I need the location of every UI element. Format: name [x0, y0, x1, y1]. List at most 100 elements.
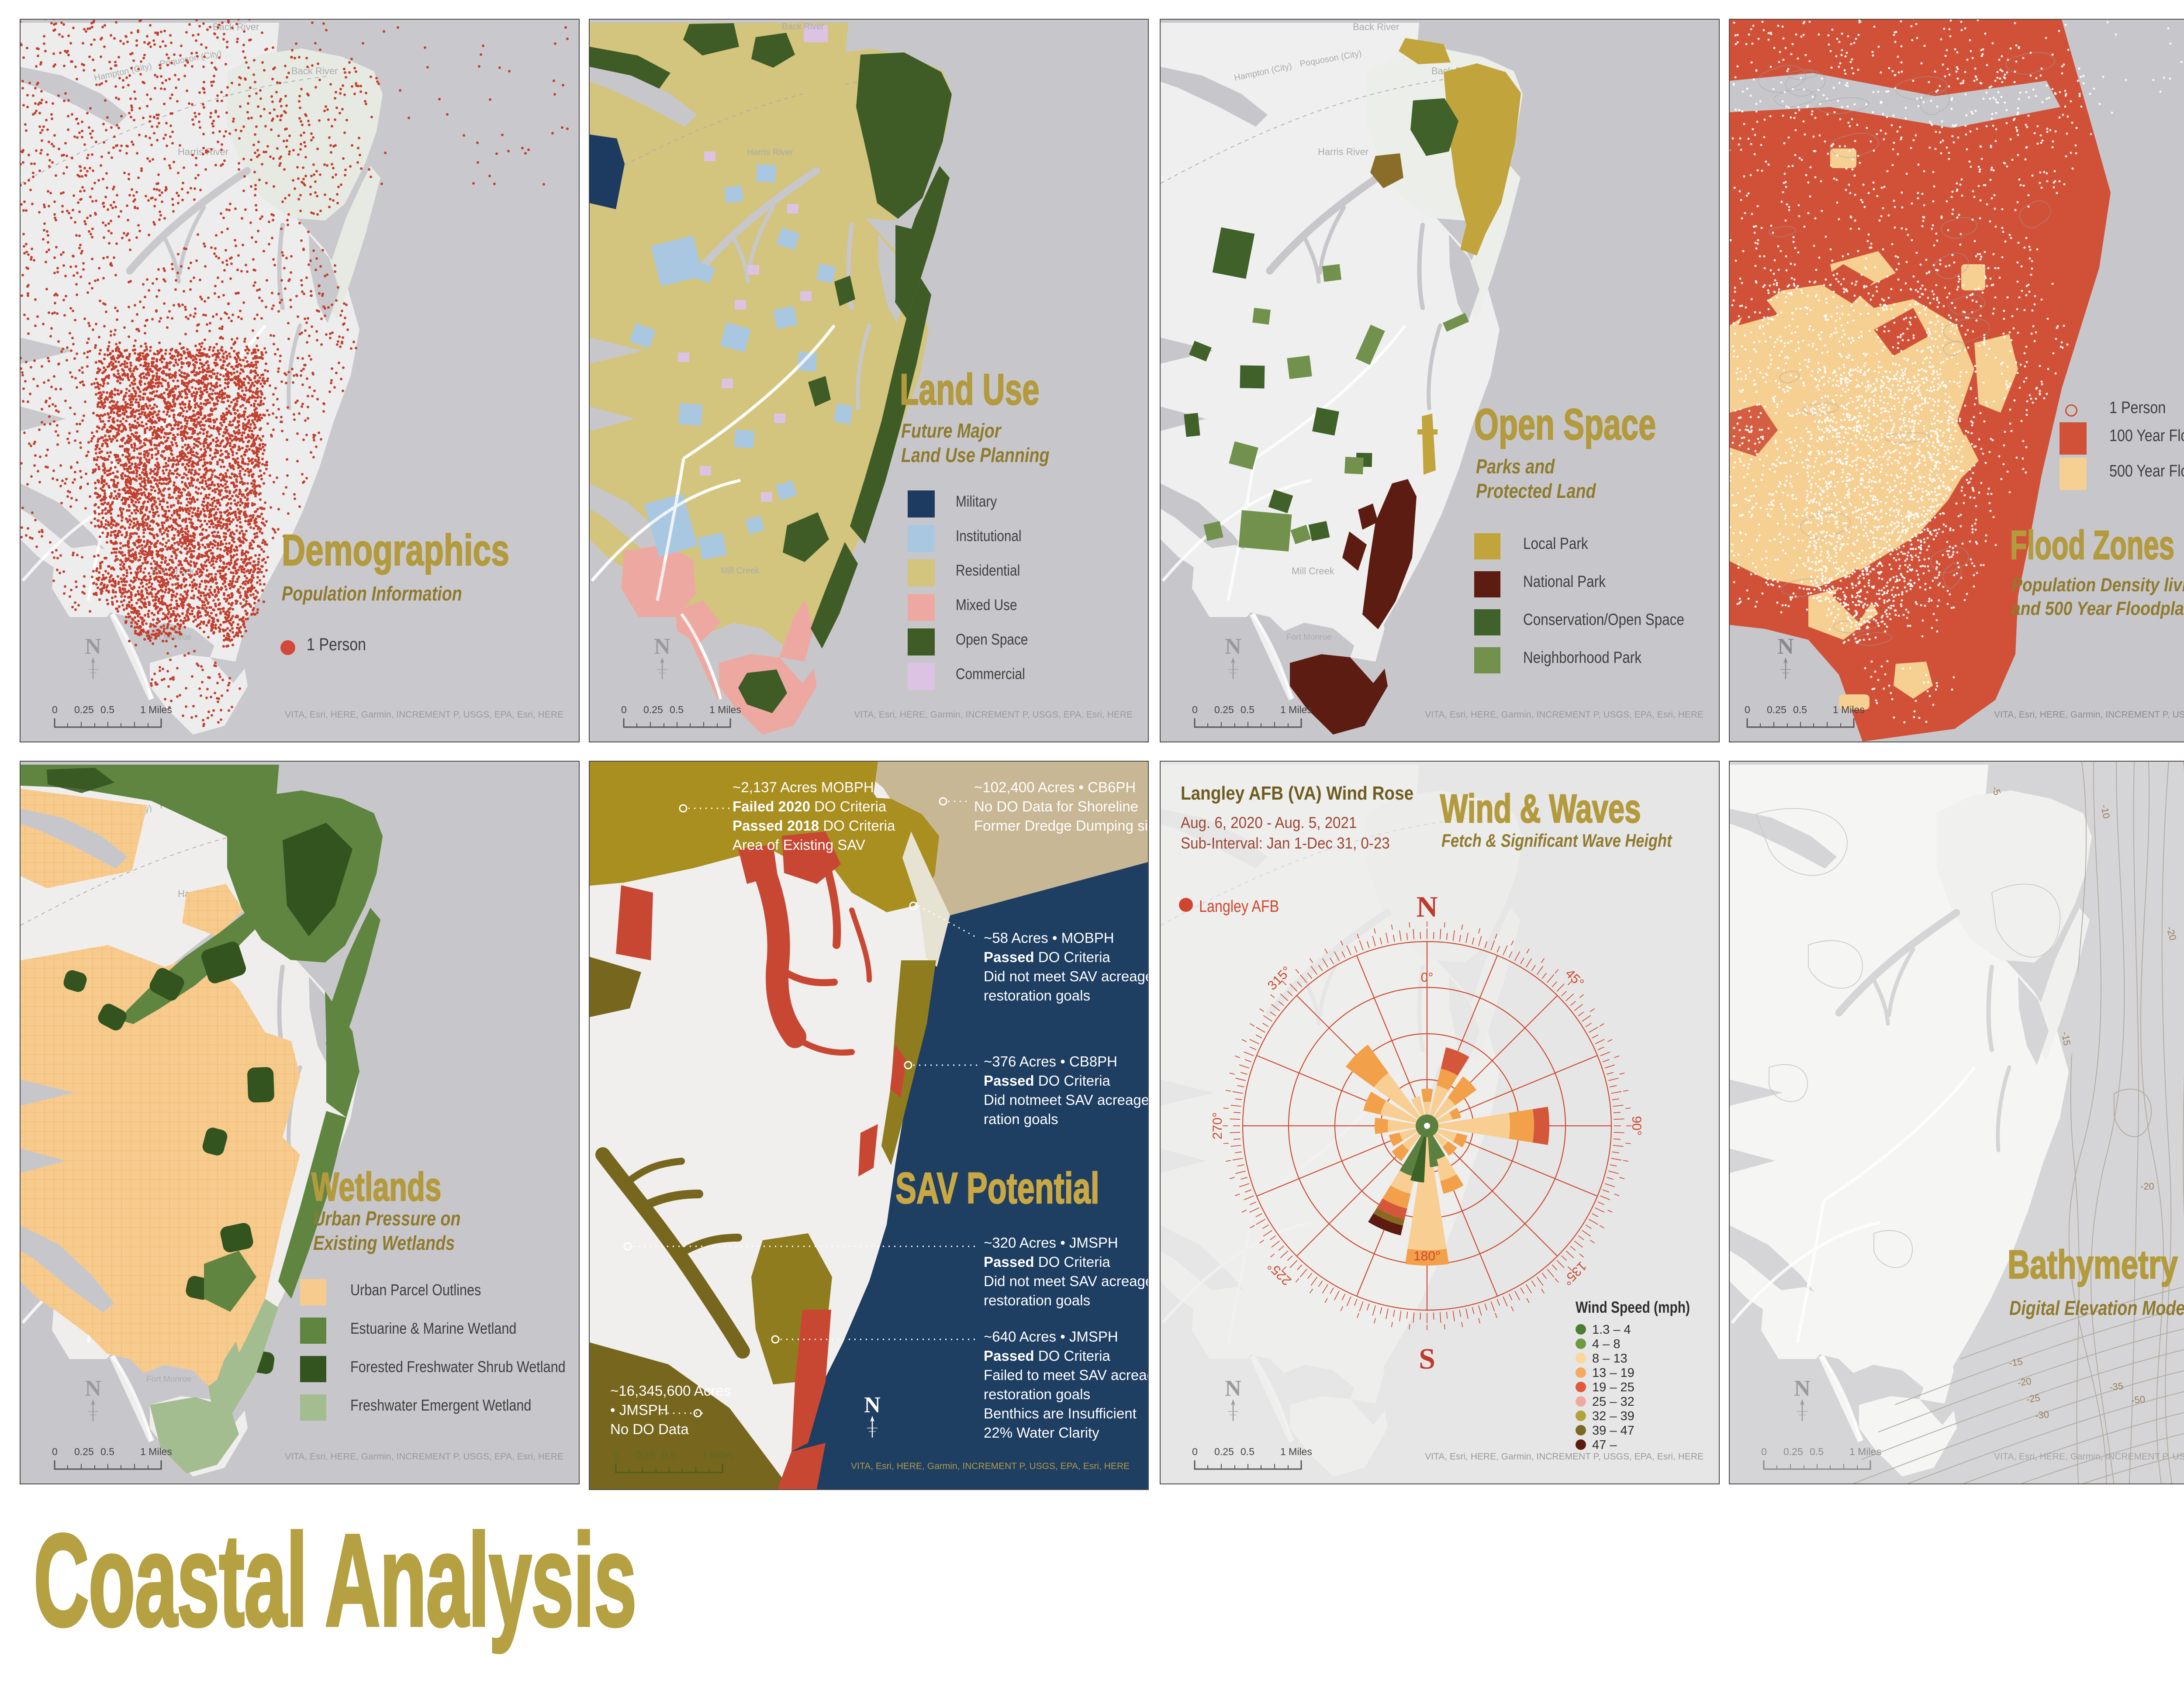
- svg-text:Passed DO Criteria: Passed DO Criteria: [984, 1073, 1110, 1089]
- svg-text:0: 0: [1745, 704, 1750, 715]
- svg-text:Back River: Back River: [1353, 21, 1399, 32]
- svg-text:0°: 0°: [1421, 970, 1434, 985]
- svg-text:19 – 25: 19 – 25: [1592, 1380, 1635, 1394]
- svg-text:S: S: [1419, 1342, 1435, 1375]
- svg-text:VITA, Esri, HERE, Garmin, INCR: VITA, Esri, HERE, Garmin, INCREMENT P, U…: [1425, 1452, 1704, 1462]
- svg-text:1 Miles: 1 Miles: [1833, 704, 1865, 715]
- svg-text:1 Miles: 1 Miles: [709, 704, 741, 715]
- svg-text:~102,400 Acres • CB6PH: ~102,400 Acres • CB6PH: [974, 779, 1136, 795]
- svg-text:N: N: [1416, 890, 1438, 923]
- svg-text:0: 0: [1761, 1446, 1767, 1457]
- svg-text:1 Miles: 1 Miles: [140, 1446, 172, 1457]
- svg-text:Area of Existing SAV: Area of Existing SAV: [733, 837, 865, 853]
- svg-text:VITA, Esri, HERE, Garmin, INCR: VITA, Esri, HERE, Garmin, INCREMENT P, U…: [851, 1461, 1130, 1471]
- svg-text:-20: -20: [2017, 1376, 2032, 1388]
- svg-text:-30: -30: [2035, 1409, 2049, 1421]
- svg-text:~320 Acres • JMSPH: ~320 Acres • JMSPH: [984, 1235, 1118, 1251]
- svg-text:39 – 47: 39 – 47: [1592, 1424, 1635, 1438]
- svg-text:0.5: 0.5: [1241, 1446, 1254, 1457]
- svg-text:Passed DO Criteria: Passed DO Criteria: [984, 949, 1110, 965]
- svg-text:~58 Acres • MOBPH: ~58 Acres • MOBPH: [984, 930, 1114, 946]
- svg-text:0: 0: [1192, 1446, 1198, 1457]
- svg-text:1 Miles: 1 Miles: [1280, 704, 1312, 715]
- svg-text:0.5: 0.5: [1793, 704, 1807, 715]
- svg-text:0.25: 0.25: [1783, 1446, 1803, 1457]
- svg-text:Wind Speed (mph): Wind Speed (mph): [1576, 1298, 1690, 1316]
- svg-text:VITA, Esri, HERE, Garmin, INCR: VITA, Esri, HERE, Garmin, INCREMENT P, U…: [1994, 710, 2184, 720]
- svg-text:0: 0: [52, 704, 58, 715]
- svg-text:0: 0: [613, 1449, 619, 1461]
- svg-text:0.5: 0.5: [670, 704, 684, 715]
- svg-text:47 –: 47 –: [1592, 1438, 1617, 1452]
- svg-text:N: N: [1225, 1376, 1241, 1401]
- svg-text:90°: 90°: [1629, 1116, 1644, 1135]
- svg-text:-35: -35: [2109, 1380, 2124, 1393]
- svg-text:VITA, Esri, HERE, Garmin, INCR: VITA, Esri, HERE, Garmin, INCREMENT P, U…: [1994, 1452, 2184, 1462]
- svg-text:Benthics are Insufficient: Benthics are Insufficient: [984, 1405, 1137, 1421]
- svg-text:0.5: 0.5: [662, 1449, 676, 1461]
- svg-text:4 – 8: 4 – 8: [1592, 1337, 1621, 1351]
- svg-text:-10: -10: [2099, 804, 2112, 820]
- svg-text:ration goals: ration goals: [984, 1111, 1058, 1127]
- svg-text:0.25: 0.25: [74, 704, 94, 715]
- svg-text:0.5: 0.5: [100, 1446, 114, 1457]
- svg-text:No DO Data for Shoreline: No DO Data for Shoreline: [974, 798, 1138, 814]
- svg-text:restoration goals: restoration goals: [984, 1292, 1090, 1308]
- svg-text:N: N: [1794, 1376, 1811, 1401]
- svg-text:Failed 2020 DO Criteria: Failed 2020 DO Criteria: [733, 798, 887, 814]
- svg-text:~640 Acres • JMSPH: ~640 Acres • JMSPH: [984, 1328, 1118, 1345]
- svg-text:1 Miles: 1 Miles: [1280, 1446, 1312, 1457]
- svg-text:~16,345,600 Acres: ~16,345,600 Acres: [610, 1383, 731, 1399]
- svg-text:0: 0: [52, 1446, 58, 1457]
- svg-text:1.3 – 4: 1.3 – 4: [1592, 1323, 1631, 1337]
- svg-text:0.25: 0.25: [74, 1446, 94, 1457]
- svg-text:Passed DO Criteria: Passed DO Criteria: [984, 1348, 1110, 1364]
- svg-text:VITA, Esri, HERE, Garmin, INCR: VITA, Esri, HERE, Garmin, INCREMENT P, U…: [285, 710, 563, 720]
- svg-text:~376 Acres • CB8PH: ~376 Acres • CB8PH: [984, 1053, 1117, 1069]
- svg-text:Harris River: Harris River: [1318, 146, 1368, 157]
- svg-text:VITA, Esri, HERE, Garmin, INCR: VITA, Esri, HERE, Garmin, INCREMENT P, U…: [1425, 710, 1704, 720]
- svg-text:N: N: [1777, 634, 1794, 659]
- svg-text:N: N: [85, 1376, 101, 1401]
- svg-text:0.5: 0.5: [1810, 1446, 1824, 1457]
- svg-text:0: 0: [621, 704, 627, 715]
- svg-text:Failed to meet SAV acreage: Failed to meet SAV acreage: [984, 1367, 1148, 1383]
- svg-text:1 Miles: 1 Miles: [140, 704, 172, 715]
- svg-text:13 – 19: 13 – 19: [1592, 1366, 1635, 1380]
- svg-text:No DO Data: No DO Data: [610, 1421, 689, 1437]
- svg-text:VITA, Esri, HERE, Garmin, INCR: VITA, Esri, HERE, Garmin, INCREMENT P, U…: [285, 1452, 563, 1462]
- svg-text:0.25: 0.25: [1767, 704, 1787, 715]
- svg-text:-15: -15: [2008, 1356, 2023, 1369]
- svg-text:N: N: [654, 634, 670, 659]
- svg-text:Mill Creek: Mill Creek: [721, 566, 760, 576]
- svg-text:Back River: Back River: [291, 66, 338, 76]
- svg-text:22% Water Clarity: 22% Water Clarity: [984, 1425, 1099, 1441]
- svg-text:N: N: [864, 1393, 881, 1418]
- svg-text:Did notmeet SAV acreage res: Did notmeet SAV acreage res: [984, 1092, 1148, 1108]
- svg-text:Fort Monroe: Fort Monroe: [1286, 633, 1331, 642]
- svg-text:1 Miles: 1 Miles: [702, 1449, 733, 1461]
- svg-text:270°: 270°: [1210, 1112, 1225, 1139]
- svg-text:0.25: 0.25: [1214, 704, 1234, 715]
- svg-text:Former Dredge Dumping site: Former Dredge Dumping site: [974, 818, 1148, 834]
- svg-text:-20: -20: [2140, 1181, 2154, 1192]
- svg-text:~2,137 Acres MOBPH: ~2,137 Acres MOBPH: [733, 779, 874, 795]
- svg-text:Did not meet SAV acreage: Did not meet SAV acreage: [984, 968, 1148, 984]
- svg-text:8 – 13: 8 – 13: [1592, 1352, 1628, 1366]
- svg-text:0.25: 0.25: [643, 704, 663, 715]
- svg-text:Did not meet SAV acreage: Did not meet SAV acreage: [984, 1273, 1148, 1289]
- svg-text:restoration goals: restoration goals: [984, 1386, 1090, 1402]
- svg-text:Fort Monroe: Fort Monroe: [146, 1375, 191, 1384]
- svg-text:N: N: [1225, 634, 1241, 659]
- svg-text:-15: -15: [2060, 1031, 2073, 1047]
- svg-text:• JMSPH: • JMSPH: [610, 1402, 668, 1418]
- svg-text:25 – 32: 25 – 32: [1592, 1395, 1635, 1409]
- svg-text:Passed DO Criteria: Passed DO Criteria: [984, 1254, 1110, 1270]
- svg-text:1 Miles: 1 Miles: [1849, 1446, 1881, 1457]
- svg-text:Harris River: Harris River: [747, 148, 793, 157]
- svg-text:VITA, Esri, HERE, Garmin, INCR: VITA, Esri, HERE, Garmin, INCREMENT P, U…: [854, 710, 1133, 720]
- svg-text:Mill Creek: Mill Creek: [1292, 566, 1335, 576]
- svg-text:0.25: 0.25: [636, 1449, 655, 1461]
- svg-text:32 – 39: 32 – 39: [1592, 1409, 1635, 1423]
- svg-text:Passed 2018 DO Criteria: Passed 2018 DO Criteria: [733, 818, 895, 834]
